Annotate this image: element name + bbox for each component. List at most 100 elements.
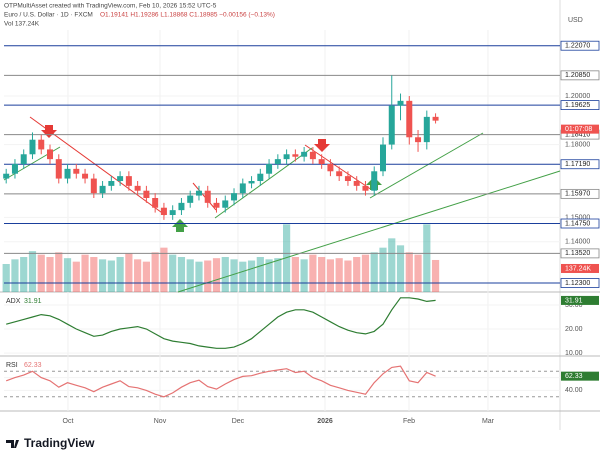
level-label: 1.15970 [565, 191, 590, 198]
level-label: 1.20850 [565, 72, 590, 79]
volume-bar [20, 257, 28, 292]
volume-bar [291, 257, 299, 292]
value-label-box [561, 295, 599, 305]
volume-bar [204, 260, 212, 292]
volume-bar [230, 259, 238, 292]
volume-bar [300, 259, 308, 292]
level-label-box [560, 100, 600, 110]
currency: USD [568, 17, 583, 24]
volume-bar [256, 257, 264, 292]
candle-body [82, 173, 89, 179]
volume-bar [396, 245, 405, 292]
candle-body [327, 163, 334, 172]
candle-body [432, 116, 439, 121]
volume-bar [90, 257, 98, 292]
trend-line [177, 170, 561, 293]
volume-bar [160, 247, 168, 292]
indicator-value: 62.33 [24, 362, 42, 369]
candle-body [301, 151, 308, 157]
candle-body [11, 163, 18, 174]
candle-body [213, 202, 220, 208]
countdown: 01:07:08 [565, 126, 592, 133]
y-tick-label: 30.00 [565, 302, 583, 309]
volume-bar [361, 254, 370, 292]
level-label: 1.12300 [565, 280, 590, 287]
candle-body [283, 154, 290, 160]
candle-body [178, 202, 185, 211]
down-arrow [41, 125, 57, 138]
volume-legend: Vol 137.24K [4, 21, 40, 28]
volume-bar [134, 259, 142, 292]
volume-label-box [561, 263, 599, 273]
level-label: 1.19625 [565, 102, 590, 109]
candle-body [125, 176, 132, 186]
indicator-name: RSI [6, 362, 18, 369]
volume-bar [55, 252, 63, 292]
level-label: 1.14750 [565, 220, 590, 227]
candle-body [117, 176, 124, 181]
candle-body [169, 210, 176, 216]
level-label: 1.13520 [565, 250, 590, 257]
trend-lines [3, 116, 561, 293]
candle-body [379, 144, 386, 172]
candle-body [55, 159, 62, 179]
candle-body [187, 195, 194, 203]
candle-body [20, 154, 27, 164]
candle-body [423, 116, 430, 143]
candle-body [29, 139, 36, 155]
indicator-line [5, 365, 436, 398]
candle-body [99, 185, 106, 194]
y-tick-label: 1.15000 [565, 214, 590, 221]
indicator-name: ADX [6, 298, 21, 305]
level-label-box [560, 70, 600, 81]
volume-bar [353, 257, 361, 292]
volume-bar [28, 251, 37, 292]
volume-bar [195, 261, 203, 292]
level-label: 1.17190 [565, 161, 590, 168]
candle-body [406, 100, 413, 138]
volume-bar [151, 252, 159, 292]
candle-body [344, 176, 351, 181]
volume-bar [37, 254, 45, 292]
candle-body [336, 171, 343, 177]
candle-body [143, 190, 150, 198]
volume-bar [2, 264, 10, 292]
volume-bar [405, 252, 413, 292]
volume-bar [63, 258, 72, 292]
ohlc: O1.19141 H1.19286 L1.18868 C1.18985 −0.0… [100, 12, 275, 19]
candle-body [388, 105, 395, 145]
value-label: 62.33 [565, 373, 583, 380]
logo-icon [6, 440, 19, 448]
candle-body [292, 154, 299, 157]
logo-text: TradingView [24, 436, 95, 450]
logo: TradingView [6, 436, 95, 450]
candle-body [152, 198, 159, 208]
y-tick-label: 1.18000 [565, 141, 590, 148]
volume-bar [318, 257, 326, 292]
candle-body [47, 149, 54, 160]
candle-body [90, 178, 97, 194]
y-tick-label: 10.00 [565, 350, 583, 357]
value-label: 31.91 [565, 297, 583, 304]
volume-bar [326, 259, 335, 292]
countdown-box [561, 124, 599, 134]
trend-line [304, 144, 373, 191]
level-label: 1.22070 [565, 43, 590, 50]
candle-body [248, 180, 255, 184]
x-tick-label: Oct [63, 418, 74, 425]
candle-body [318, 159, 325, 164]
volume-bar [81, 254, 89, 292]
volume-bar [186, 259, 194, 292]
candle-body [415, 137, 422, 143]
level-label-box [560, 188, 600, 199]
level-label: 1.18410 [565, 131, 590, 138]
volume-bar [177, 257, 186, 292]
x-tick-label: Nov [154, 418, 167, 425]
candle-body [108, 180, 115, 186]
value-label-box [561, 371, 599, 381]
volume-bar [414, 254, 422, 292]
candle-body [231, 193, 238, 201]
volume-bar [309, 254, 317, 292]
y-tick-label: 1.14000 [565, 239, 590, 246]
